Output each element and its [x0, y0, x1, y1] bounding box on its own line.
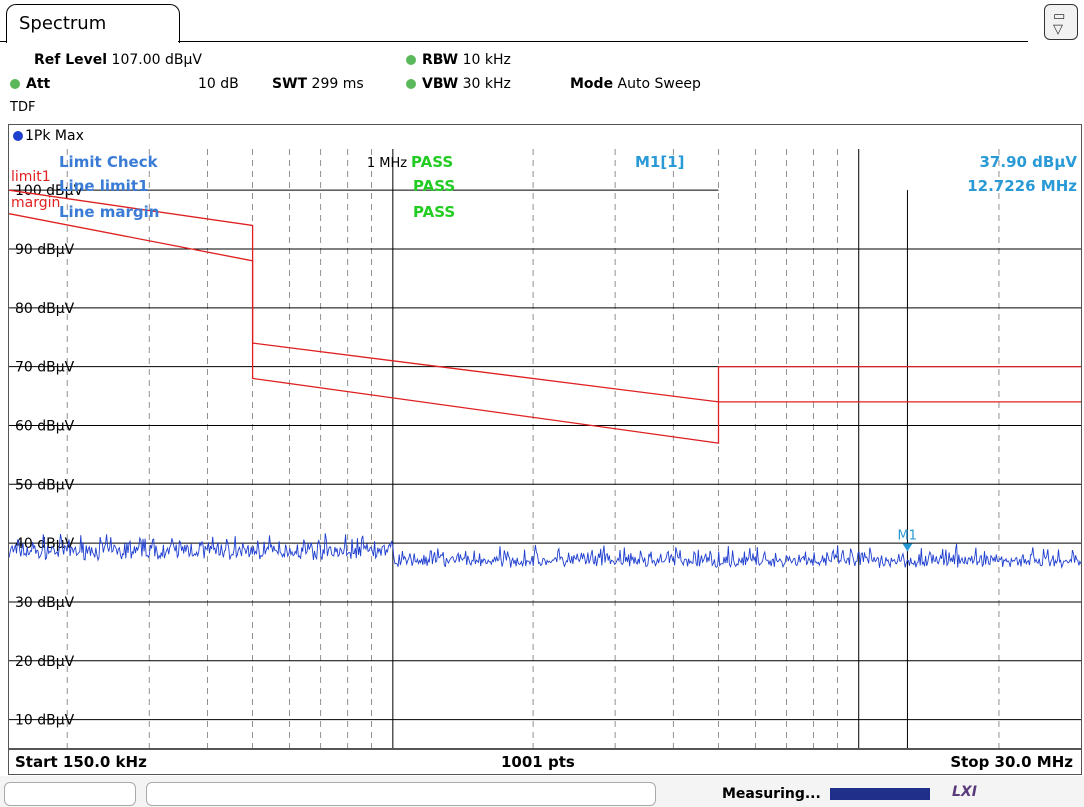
frequency-footer: Start 150.0 kHz 1001 pts Stop 30.0 MHz: [8, 749, 1082, 775]
limit-line-name: Line limit1: [59, 177, 148, 195]
status-segment-2[interactable]: [146, 782, 656, 806]
trace-header: 1Pk Max: [8, 124, 1082, 149]
stop-frequency: Stop 30.0 MHz: [950, 753, 1073, 771]
y-tick-label: 90 dBµV: [15, 242, 75, 258]
marker-m1-tag: M1: [897, 528, 917, 543]
spectrum-chart[interactable]: 100 dBµV 90 dBµV 80 dBµV 70 dBµV 60 dBµV 50 d…: [9, 149, 1081, 749]
spectrum-plot[interactable]: 100 dBµV 90 dBµV 80 dBµV 70 dBµV 60 dBµV 50 d…: [8, 149, 1082, 749]
tab-spectrum[interactable]: Spectrum: [6, 4, 180, 43]
marker-m1-triangle: [902, 543, 913, 552]
ref-level-value: 107.00 dBµV: [111, 52, 202, 68]
start-frequency: Start 150.0 kHz: [15, 753, 147, 771]
tdf-label: TDF: [10, 100, 36, 115]
att-label: Att: [26, 76, 51, 92]
mode-value: Auto Sweep: [617, 76, 701, 92]
swt: SWT 299 ms: [272, 76, 364, 92]
toolbar-menu-icon: ▭ ▽: [1053, 9, 1066, 37]
vbw: VBW 30 kHz: [406, 76, 511, 92]
y-tick-label: 80 dBµV: [15, 301, 75, 317]
lxi-logo: LXI: [952, 784, 977, 800]
limit-line-status: PASS: [413, 177, 455, 195]
rbw: RBW 10 kHz: [406, 52, 511, 68]
measuring-status: Measuring...: [722, 786, 821, 802]
status-segment-1[interactable]: [4, 782, 136, 806]
swt-label: SWT: [272, 76, 308, 92]
mode-label: Mode: [570, 76, 614, 92]
trace-color-indicator: [13, 131, 23, 141]
y-tick-label: 30 dBµV: [15, 595, 75, 611]
limit-short-label: margin: [11, 195, 60, 211]
status-bar: Measuring... LXI: [0, 776, 1084, 807]
limit-line-status: PASS: [413, 203, 455, 221]
limit-check-overall-status: PASS: [411, 153, 453, 171]
ref-level-label: Ref Level: [34, 52, 108, 68]
limit-line-limit1: [9, 189, 1081, 403]
swt-value: 299 ms: [311, 76, 364, 92]
y-tick-label: 10 dBµV: [15, 713, 75, 729]
marker-readout-label: M1[1]: [635, 153, 685, 171]
display-config-button[interactable]: ▭ ▽: [1044, 4, 1078, 40]
tab-divider: [178, 41, 1028, 42]
att-coupled-indicator: [10, 79, 20, 89]
y-tick-label: 50 dBµV: [15, 477, 75, 493]
limit-check-title: Limit Check: [59, 153, 159, 171]
spectrum-trace: [9, 533, 1081, 569]
rbw-coupled-indicator: [406, 55, 416, 65]
y-tick-label: 100 dBµV: [15, 183, 84, 199]
limit-short-label: limit1: [11, 169, 51, 185]
vbw-value: 30 kHz: [462, 76, 511, 92]
tab-divider-left: [0, 41, 6, 42]
y-tick-label: 20 dBµV: [15, 654, 75, 670]
ref-level: Ref Level 107.00 dBµV: [34, 52, 202, 68]
rbw-value: 10 kHz: [462, 52, 511, 68]
vbw-coupled-indicator: [406, 79, 416, 89]
att-value: 10 dB: [198, 76, 239, 92]
one-mhz-label: 1 MHz: [367, 156, 407, 171]
tab-spectrum-label: Spectrum: [19, 13, 107, 34]
sweep-points: 1001 pts: [501, 753, 575, 771]
limit-line-margin: [9, 213, 1081, 444]
trace-label: 1Pk Max: [25, 128, 84, 144]
limit-line-name: Line margin: [59, 203, 159, 221]
y-tick-label: 60 dBµV: [15, 418, 75, 434]
rbw-label: RBW: [422, 52, 459, 68]
marker-readout-level: 37.90 dBµV: [980, 153, 1078, 171]
att: Att: [10, 76, 50, 92]
marker-readout-frequency: 12.7226 MHz: [967, 177, 1077, 195]
y-tick-label: 70 dBµV: [15, 360, 75, 376]
vbw-label: VBW: [422, 76, 459, 92]
progress-bar: [830, 788, 930, 800]
sweep-mode: Mode Auto Sweep: [570, 76, 701, 92]
